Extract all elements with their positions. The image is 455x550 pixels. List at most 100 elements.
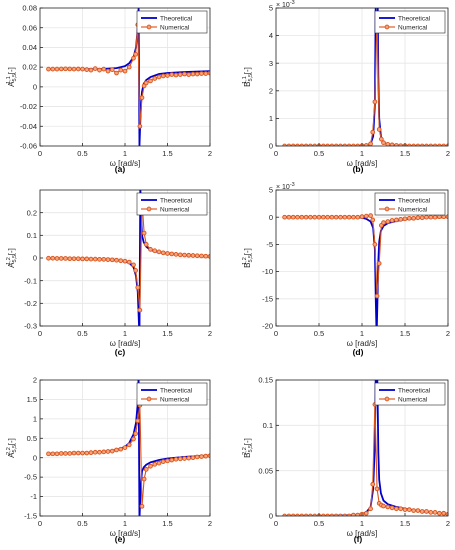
x-tick-label: 1 (360, 519, 364, 528)
data-point (402, 216, 408, 222)
data-point (177, 252, 183, 258)
y-axis-label-sub: 5,5 (12, 445, 18, 453)
data-point (379, 136, 384, 142)
x-tick-label: 1.5 (162, 329, 172, 338)
x-tick-label: 1.5 (400, 149, 410, 158)
data-point (363, 510, 369, 516)
data-point (97, 449, 102, 455)
data-point (441, 143, 447, 146)
data-point (398, 506, 404, 512)
data-point (351, 143, 356, 146)
data-point (114, 447, 119, 453)
exponent-base: × 10 (276, 184, 290, 191)
data-point (286, 143, 292, 146)
data-point (320, 143, 326, 146)
data-point (312, 143, 318, 146)
y-tick-label: 1 (269, 114, 273, 123)
data-point (63, 451, 68, 456)
data-point (131, 436, 136, 442)
x-tick-label: 1 (360, 329, 364, 338)
y-axis-label-unit: [-] (243, 67, 252, 74)
data-point (143, 242, 149, 247)
data-point (141, 230, 147, 236)
y-tick-label: 0.02 (22, 63, 37, 72)
legend: Theoretical Numerical (374, 192, 446, 216)
y-tick-label: 0.05 (258, 466, 273, 475)
x-tick-label: 0.5 (314, 329, 324, 338)
y-tick-label: 3 (269, 59, 273, 68)
data-point (299, 143, 305, 146)
data-point (385, 219, 391, 224)
x-tick-label: 1 (123, 519, 127, 528)
data-point (137, 123, 143, 129)
legend: Theoretical Numerical (136, 10, 208, 34)
data-point (118, 67, 124, 73)
legend-marker-numerical (384, 396, 390, 402)
data-point (372, 99, 378, 105)
data-point (394, 217, 399, 223)
chart-panel-c: 0 0.5 1 1.5 2 -0.3 -0.2 -0.1 0 0.1 0.2 ω [rad/s] A5,… (6, 189, 212, 357)
data-point (141, 476, 147, 482)
data-point (88, 256, 94, 262)
x-tick-label: 2 (208, 519, 212, 528)
data-point (58, 256, 64, 261)
data-point (203, 453, 209, 459)
data-point (97, 257, 102, 262)
data-point (46, 255, 51, 261)
data-point (105, 257, 111, 262)
data-point (63, 256, 68, 261)
y-tick-label: -0.1 (24, 276, 37, 285)
y-axis-label: A5,51,2 [-] (6, 248, 18, 268)
legend-marker-numerical (384, 206, 390, 212)
y-axis-label-sub: 5,5 (248, 74, 254, 82)
data-point (389, 218, 395, 223)
data-point (131, 262, 136, 268)
y-tick-label: -15 (262, 294, 273, 303)
data-point (432, 214, 438, 220)
y-tick-label: 0.15 (258, 376, 273, 385)
data-point (312, 214, 318, 220)
data-point (173, 252, 179, 257)
y-tick-label: 0 (269, 142, 273, 151)
data-point (63, 66, 68, 72)
data-point (346, 214, 352, 220)
data-point (71, 450, 77, 456)
data-point (177, 72, 183, 77)
legend-label-numerical: Numerical (160, 24, 190, 31)
data-point (295, 214, 300, 220)
data-point (186, 72, 192, 77)
data-point (355, 512, 361, 516)
y-tick-label: 0.08 (22, 4, 37, 13)
data-point (186, 252, 192, 258)
data-point (75, 450, 81, 456)
data-point (329, 214, 335, 220)
data-point (173, 456, 179, 462)
data-point (333, 143, 339, 146)
data-point (148, 463, 153, 469)
legend-marker-numerical (146, 24, 152, 30)
data-point (329, 143, 335, 146)
y-tick-label: 5 (269, 4, 273, 13)
data-point (190, 455, 196, 461)
data-point (355, 214, 361, 220)
data-point (419, 143, 425, 146)
data-point (160, 250, 166, 256)
data-point (370, 481, 376, 487)
data-point (441, 214, 447, 220)
legend-label-theoretical: Theoretical (160, 197, 193, 204)
data-point (160, 73, 166, 79)
data-point (160, 459, 166, 464)
panel-caption: (c) (115, 347, 126, 357)
x-tick-label: 0.5 (314, 149, 324, 158)
data-point (46, 451, 51, 457)
y-axis-label-unit: [-] (7, 67, 16, 74)
data-point (80, 450, 85, 456)
data-point (182, 71, 187, 77)
y-axis-label-sup: 1,1 (242, 76, 248, 84)
data-point (363, 143, 369, 146)
data-point (165, 458, 170, 464)
data-point (316, 214, 322, 220)
x-tick-label: 2 (446, 149, 450, 158)
x-axis-label: ω [rad/s] (347, 529, 378, 538)
